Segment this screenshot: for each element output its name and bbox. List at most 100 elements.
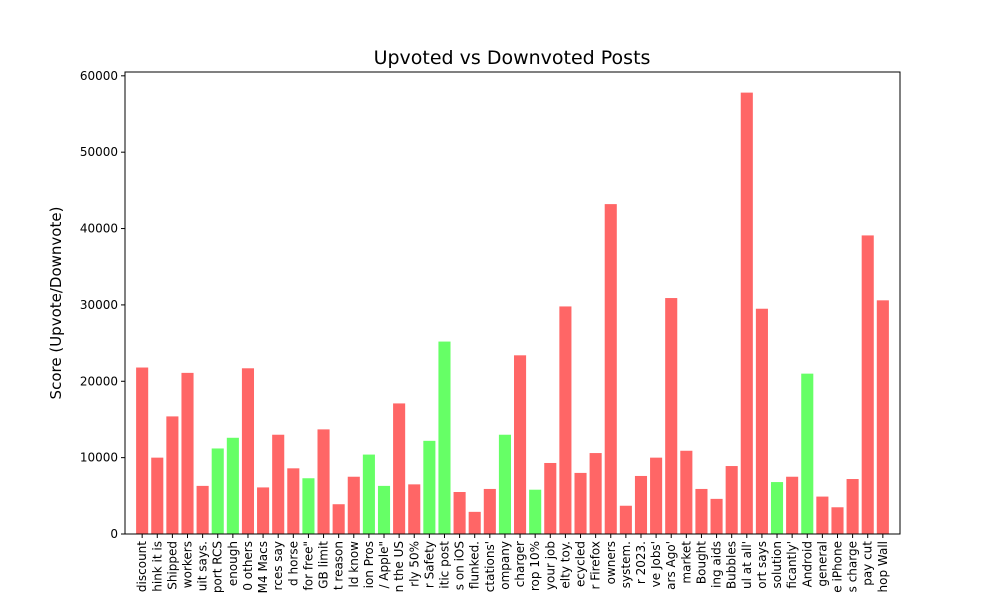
y-tick-label: 50000 (80, 145, 118, 159)
bar (529, 489, 542, 534)
x-tick-label: port RCS (211, 541, 225, 593)
bar (272, 434, 285, 534)
x-tick-label: r Firefox (589, 541, 603, 589)
x-tick-label: owners (604, 541, 618, 584)
bar (816, 496, 829, 534)
bar (151, 457, 164, 534)
x-tick-label: s on iOS (453, 541, 467, 590)
x-tick-label: ul at all' (740, 541, 754, 589)
bar (377, 485, 391, 534)
x-tick-label: uit says. (196, 541, 210, 591)
bar (619, 505, 632, 534)
bar (423, 440, 436, 534)
bar (755, 308, 768, 534)
bar (680, 450, 693, 534)
bar (453, 492, 466, 534)
bar (770, 482, 784, 534)
x-tick-label: ld know (347, 541, 361, 588)
y-tick-label: 40000 (80, 222, 118, 236)
x-axis: discount hink it is Shipped workers uit says… (135, 534, 890, 593)
x-tick-label: market (679, 541, 693, 584)
y-tick-label: 20000 (80, 374, 118, 388)
bar (196, 485, 209, 534)
bar (483, 488, 496, 534)
x-tick-label: your job (543, 541, 557, 590)
y-tick-label: 30000 (80, 298, 118, 312)
bar (710, 498, 723, 534)
y-tick-label: 0 (110, 527, 118, 541)
x-tick-label: e iPhone (830, 541, 844, 593)
bar (604, 204, 617, 535)
x-tick-label: hop Wall (876, 541, 890, 593)
bar (846, 479, 859, 534)
y-tick-label: 10000 (80, 451, 118, 465)
bar (861, 235, 874, 535)
bar (347, 476, 360, 534)
x-tick-label: n the US (392, 541, 406, 592)
x-tick-label: ecycled (574, 541, 588, 587)
bar (650, 457, 663, 534)
bar (438, 341, 451, 534)
x-tick-label: rces say (271, 541, 285, 590)
x-tick-label: itic post (437, 541, 451, 589)
x-tick-label: rly 50% (407, 541, 421, 587)
y-tick-label: 60000 (80, 69, 118, 83)
x-tick-label: workers (181, 541, 195, 588)
x-tick-label: r 2023. (634, 541, 648, 584)
x-tick-label: ars Ago' (664, 541, 678, 590)
x-tick-label: elty toy. (558, 541, 572, 589)
x-tick-label: Shipped (165, 541, 179, 590)
x-tick-label: ficantly' (785, 541, 799, 589)
bar (498, 434, 511, 534)
bar (695, 488, 708, 534)
x-tick-label: M4 Macs (256, 541, 270, 593)
bar (317, 429, 330, 534)
bar (831, 507, 844, 534)
bar (589, 453, 602, 534)
x-tick-label: for free" (301, 541, 315, 591)
x-tick-label: t reason (332, 541, 346, 590)
chart-title: Upvoted vs Downvoted Posts (374, 47, 651, 69)
x-tick-label: ort says (755, 541, 769, 589)
x-tick-label: enough (226, 541, 240, 586)
x-tick-label: Bubbles (725, 541, 739, 589)
x-tick-label: system. (619, 541, 633, 588)
bar (136, 367, 149, 534)
x-tick-label: 0 others (241, 541, 255, 591)
bar (544, 462, 557, 534)
x-tick-label: s charge (846, 541, 860, 592)
bar (241, 368, 255, 534)
x-tick-label: ion Pros (362, 541, 376, 588)
bar (634, 475, 648, 534)
bar (257, 487, 270, 534)
x-tick-label: hink it is (150, 541, 164, 592)
bar (181, 372, 194, 534)
bar (362, 454, 375, 534)
x-tick-label: charger (513, 541, 527, 587)
x-tick-label: Android (800, 541, 814, 587)
bar (211, 448, 224, 534)
bar (468, 511, 481, 534)
bar (740, 92, 753, 535)
y-axis-label: Score (Upvote/Downvote) (47, 207, 65, 400)
y-axis: 0 10000 20000 30000 40000 50000 60000 (80, 69, 125, 541)
x-tick-label: ompany (498, 541, 512, 590)
bar (801, 373, 814, 534)
x-tick-label: general (815, 541, 829, 587)
x-tick-label: GB limit (317, 541, 331, 589)
bar (302, 478, 315, 534)
x-tick-label: flunked. (468, 541, 482, 589)
x-tick-label: ctations' (483, 541, 497, 592)
x-tick-label: / Apple" (377, 541, 391, 589)
x-tick-label: ve Jobs' (649, 541, 663, 587)
x-tick-label: ing aids (710, 541, 724, 588)
bar (725, 466, 738, 534)
x-tick-label: rop 10% (528, 541, 542, 591)
x-tick-label: solution (770, 541, 784, 589)
bar (514, 355, 527, 534)
bar (332, 504, 345, 534)
x-tick-label: discount (135, 541, 149, 592)
x-tick-label: r Safety (422, 541, 436, 588)
bar (665, 298, 678, 534)
bar (559, 306, 572, 534)
